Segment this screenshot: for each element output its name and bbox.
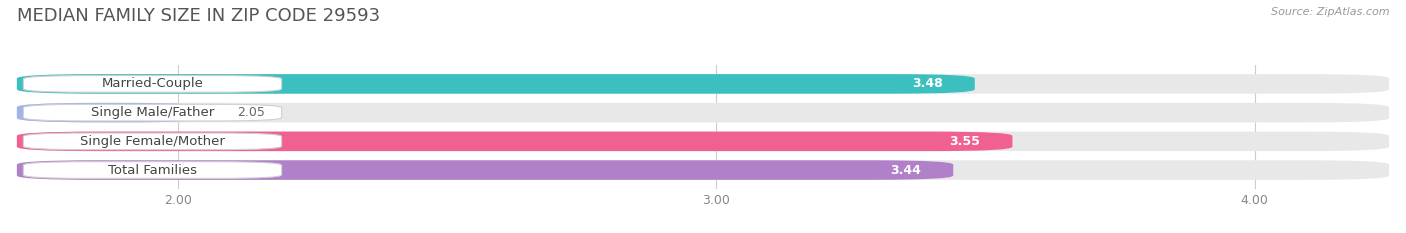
Text: Source: ZipAtlas.com: Source: ZipAtlas.com bbox=[1271, 7, 1389, 17]
Text: 2.05: 2.05 bbox=[238, 106, 266, 119]
FancyBboxPatch shape bbox=[24, 75, 281, 92]
Text: 3.44: 3.44 bbox=[890, 164, 921, 177]
Text: Single Male/Father: Single Male/Father bbox=[91, 106, 214, 119]
FancyBboxPatch shape bbox=[24, 162, 281, 178]
FancyBboxPatch shape bbox=[17, 160, 953, 180]
FancyBboxPatch shape bbox=[17, 103, 1389, 122]
FancyBboxPatch shape bbox=[17, 132, 1389, 151]
Text: Single Female/Mother: Single Female/Mother bbox=[80, 135, 225, 148]
FancyBboxPatch shape bbox=[17, 74, 1389, 94]
FancyBboxPatch shape bbox=[17, 74, 974, 94]
FancyBboxPatch shape bbox=[17, 132, 1012, 151]
Text: 3.55: 3.55 bbox=[949, 135, 980, 148]
FancyBboxPatch shape bbox=[24, 133, 281, 150]
FancyBboxPatch shape bbox=[17, 103, 205, 122]
Text: Total Families: Total Families bbox=[108, 164, 197, 177]
Text: 3.48: 3.48 bbox=[911, 77, 942, 90]
Text: Married-Couple: Married-Couple bbox=[101, 77, 204, 90]
FancyBboxPatch shape bbox=[24, 104, 281, 121]
FancyBboxPatch shape bbox=[17, 160, 1389, 180]
Text: MEDIAN FAMILY SIZE IN ZIP CODE 29593: MEDIAN FAMILY SIZE IN ZIP CODE 29593 bbox=[17, 7, 380, 25]
